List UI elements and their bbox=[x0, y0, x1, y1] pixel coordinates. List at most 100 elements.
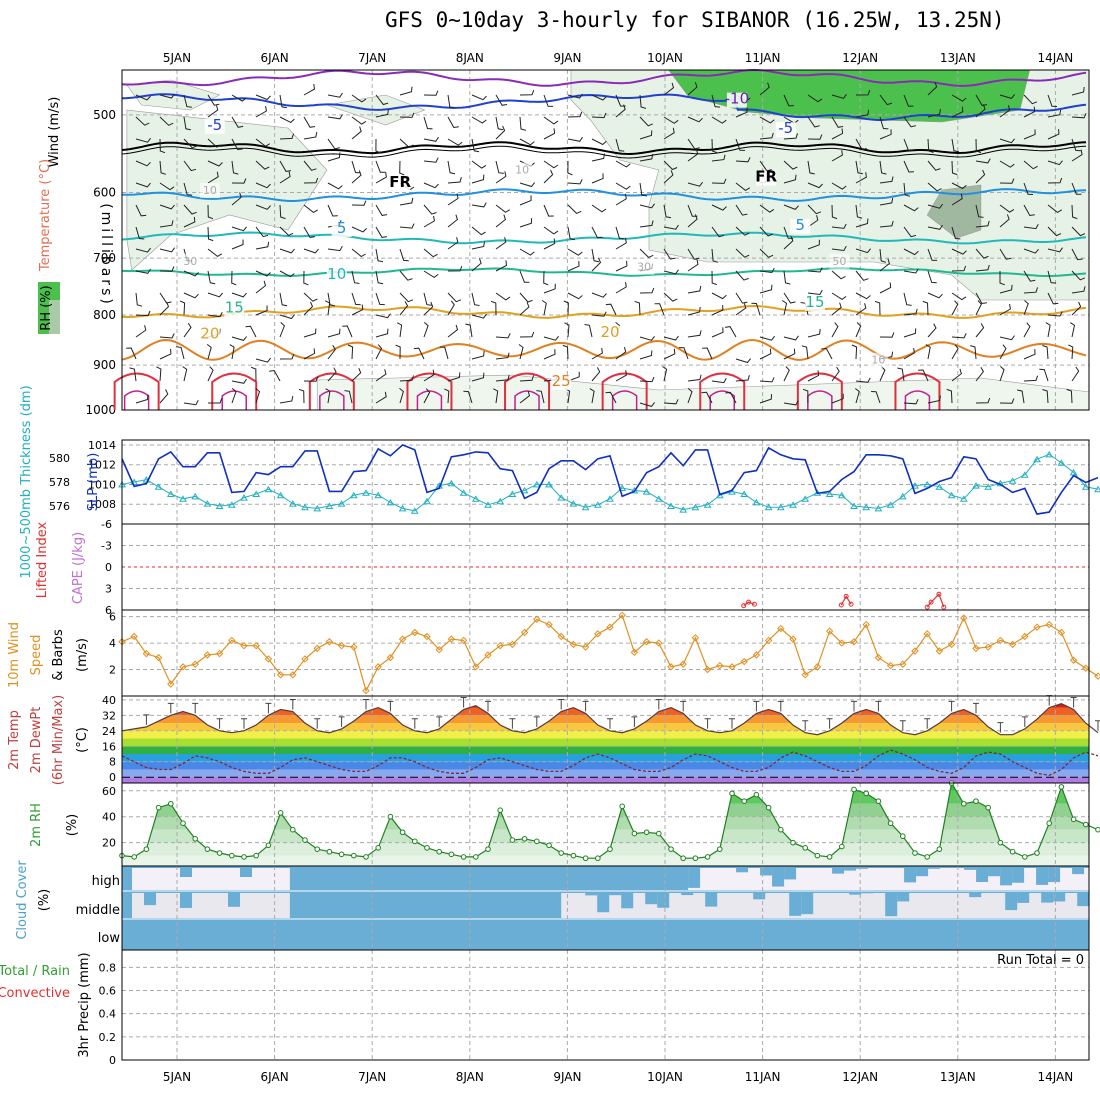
thickness-marker bbox=[874, 504, 883, 512]
wind-barb bbox=[975, 158, 991, 164]
wind-barb bbox=[735, 226, 750, 236]
wind-barb bbox=[1071, 86, 1085, 96]
contour-label-bg bbox=[204, 118, 225, 134]
rh-marker bbox=[290, 826, 296, 833]
cloud-high-cell bbox=[916, 868, 929, 877]
wind-barb bbox=[543, 226, 559, 235]
wind-barb bbox=[327, 344, 336, 360]
isotherm-35 bbox=[514, 390, 540, 410]
lifted-index-marker bbox=[751, 601, 757, 607]
temp-minmax-bar bbox=[1095, 720, 1100, 731]
wind-speed-marker bbox=[679, 660, 687, 668]
wind-label: Wind (m/s) bbox=[47, 97, 62, 168]
wind-barb bbox=[207, 292, 223, 298]
lifted-index-marker bbox=[843, 593, 849, 599]
precip-tick-label: 0.4 bbox=[99, 1008, 117, 1021]
wind-barb bbox=[615, 370, 627, 382]
wind-barb bbox=[903, 182, 911, 197]
wind-barb bbox=[918, 369, 929, 382]
wind-barb bbox=[233, 627, 244, 637]
isotherm-35 bbox=[221, 390, 247, 410]
rh-marker bbox=[826, 854, 833, 860]
wind-barb bbox=[567, 261, 580, 272]
bottom-date-label: 11JAN bbox=[745, 1070, 781, 1084]
wind-barb bbox=[183, 270, 199, 277]
thickness-marker bbox=[301, 503, 309, 511]
pressure-tick-label: 1000 bbox=[85, 403, 116, 417]
wind-barb bbox=[135, 116, 150, 126]
wind-speed-marker bbox=[264, 655, 273, 663]
wind-barb bbox=[639, 248, 654, 258]
wind-barb bbox=[423, 136, 439, 142]
contour-label: 10 bbox=[515, 164, 529, 177]
wind-barb bbox=[183, 629, 196, 637]
wind-barb bbox=[687, 148, 699, 162]
cloud-clear-high bbox=[132, 868, 290, 890]
wind-barb bbox=[327, 114, 343, 120]
isotherm-freezing bbox=[121, 141, 1087, 156]
wind-barb bbox=[663, 82, 675, 96]
rh-marker bbox=[973, 798, 979, 804]
wind-barb bbox=[687, 330, 702, 338]
wind-barb bbox=[279, 292, 288, 307]
wind-barb bbox=[351, 292, 361, 306]
contour-label: -5 bbox=[778, 119, 793, 137]
temp-minmax-bar bbox=[631, 716, 638, 727]
thickness-marker bbox=[191, 492, 200, 500]
wind-barb bbox=[855, 248, 871, 254]
wind-barb bbox=[662, 366, 668, 382]
rh-marker bbox=[277, 810, 284, 816]
wind-barb bbox=[951, 300, 959, 316]
wind-barb bbox=[255, 160, 270, 170]
wind-speed-marker bbox=[325, 638, 334, 646]
wind-barb bbox=[183, 292, 199, 299]
wind-barb bbox=[855, 172, 867, 184]
wind-barb bbox=[207, 248, 223, 258]
wind-barb bbox=[375, 248, 384, 263]
wind-barb bbox=[471, 350, 485, 360]
wind-barb bbox=[567, 93, 583, 99]
rh-marker bbox=[131, 854, 137, 860]
wind-barb bbox=[1071, 149, 1083, 162]
wind-barb bbox=[663, 127, 675, 140]
wind-speed-marker bbox=[1008, 640, 1017, 649]
wind-barb bbox=[855, 90, 871, 96]
wind-barb bbox=[639, 116, 653, 127]
wind-barb bbox=[615, 193, 627, 206]
contour-label: 5 bbox=[796, 216, 806, 234]
contour-label: FR bbox=[389, 173, 411, 191]
wind-barb bbox=[615, 226, 625, 240]
rh-marker bbox=[1046, 820, 1052, 827]
wind-barb bbox=[495, 171, 507, 184]
thickness-marker bbox=[288, 500, 297, 507]
temp-label: 2m Temp bbox=[7, 710, 22, 770]
wind-barb bbox=[207, 366, 214, 382]
wind-barb bbox=[183, 94, 192, 108]
wind-barb bbox=[279, 94, 287, 109]
wind-speed-marker bbox=[484, 651, 492, 659]
temp-minmax-bar bbox=[899, 720, 906, 731]
wind-barb bbox=[759, 267, 775, 274]
wind-barb bbox=[759, 248, 774, 258]
wind-barb bbox=[375, 328, 389, 338]
wind-barb bbox=[519, 195, 532, 206]
wind-barb bbox=[735, 107, 748, 118]
temp-minmax-bar bbox=[167, 702, 174, 714]
wind-speed-marker bbox=[801, 671, 809, 679]
wind-barb bbox=[279, 116, 295, 123]
thickness-marker bbox=[618, 484, 627, 491]
temp-tick-label: 40 bbox=[102, 694, 116, 707]
wind-barb bbox=[1023, 94, 1038, 105]
lifted-index-marker bbox=[741, 603, 747, 609]
wind-barb bbox=[903, 308, 918, 316]
wind-barb bbox=[807, 370, 820, 382]
thickness-marker bbox=[325, 502, 334, 509]
wind-barb bbox=[639, 220, 654, 228]
wind-barb bbox=[159, 348, 172, 360]
wind-barb bbox=[1023, 129, 1036, 140]
wind-barb bbox=[591, 226, 603, 239]
wind-speed-marker bbox=[508, 640, 517, 649]
wind-barb bbox=[927, 203, 943, 209]
wind-barb bbox=[1085, 622, 1088, 637]
wind-barb bbox=[518, 344, 524, 360]
